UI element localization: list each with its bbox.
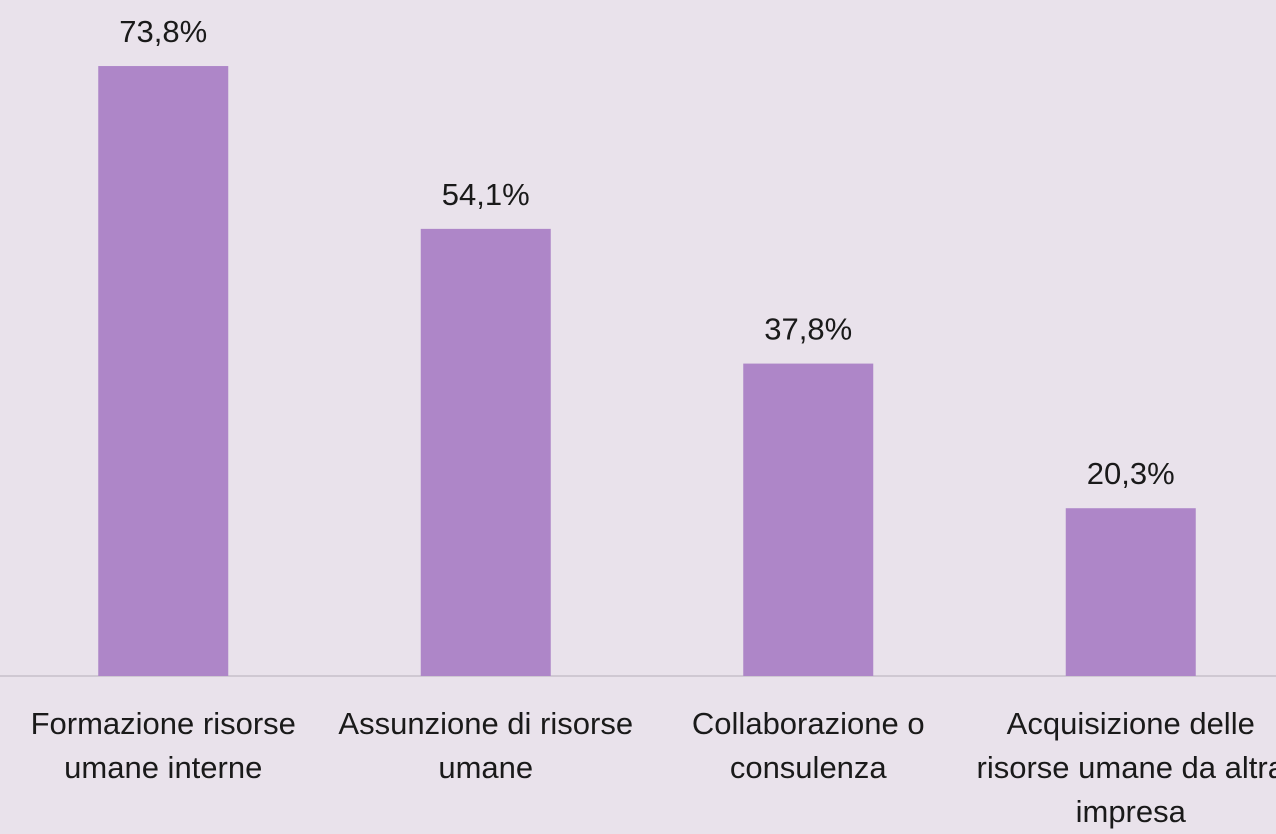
value-label: 73,8% bbox=[119, 14, 207, 49]
bar bbox=[420, 228, 551, 676]
x-tick-label: Collaborazione o consulenza bbox=[691, 706, 925, 785]
x-tick-label: Acquisizione delle risorse umane da altr… bbox=[976, 706, 1276, 829]
x-tick-label: Assunzione di risorse umane bbox=[338, 706, 634, 785]
x-tick-label: Formazione risorse umane interne bbox=[30, 706, 296, 785]
bar bbox=[1065, 508, 1196, 676]
value-label: 54,1% bbox=[442, 177, 530, 212]
value-label: 20,3% bbox=[1087, 456, 1175, 491]
bar bbox=[743, 363, 874, 676]
bar bbox=[98, 66, 229, 677]
value-label: 37,8% bbox=[764, 312, 852, 347]
